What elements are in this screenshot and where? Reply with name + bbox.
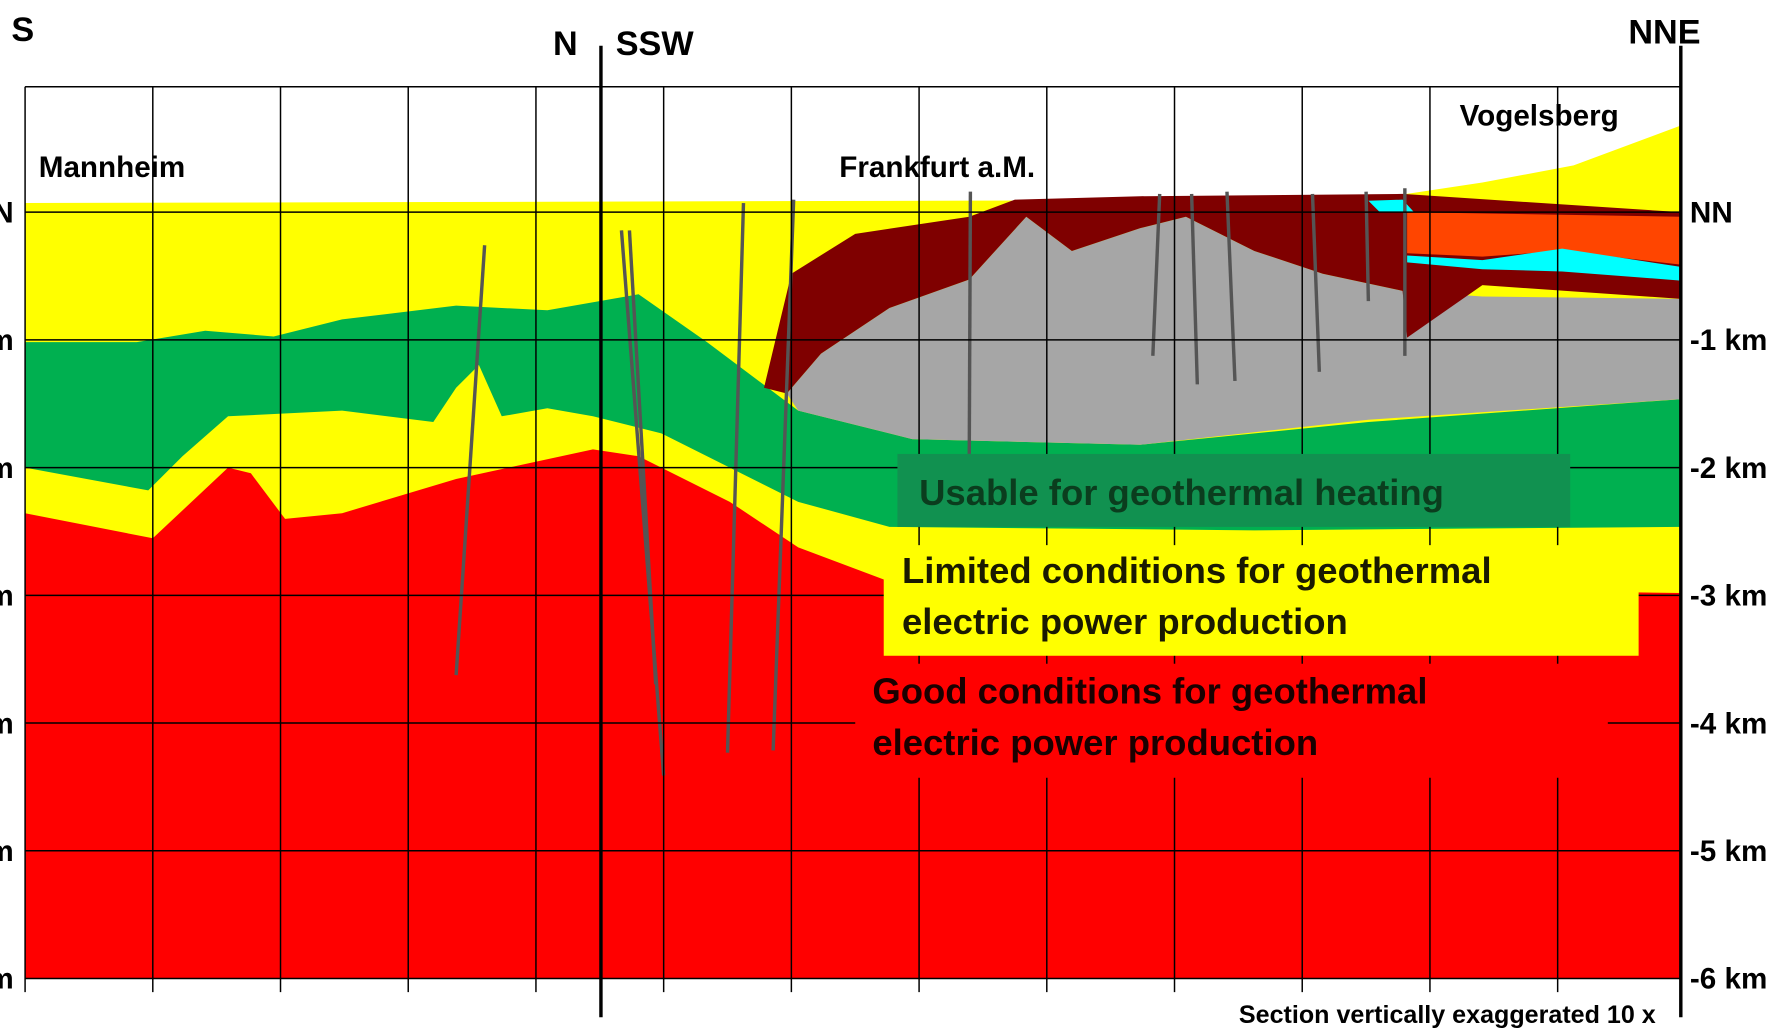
depth-label: -6 km — [1690, 963, 1767, 996]
zone-label: Usable for geothermal heating — [919, 472, 1444, 513]
depth-label: NN — [1690, 196, 1733, 229]
depth-label: -3 km — [1690, 580, 1767, 613]
depth-label: -2 km — [1690, 452, 1767, 485]
zone-label: electric power production — [902, 601, 1348, 642]
direction-label: NNE — [1628, 13, 1700, 51]
zone-label: electric power production — [872, 722, 1318, 763]
depth-label: NN — [0, 196, 14, 229]
cyan-layer — [1368, 199, 1414, 213]
depth-label: -1 km — [0, 324, 14, 357]
depth-label: -3 km — [0, 580, 14, 613]
direction-label: S — [11, 11, 34, 49]
depth-label: -5 km — [0, 835, 14, 868]
heating-box — [897, 453, 1571, 527]
zone-label: Good conditions for geothermal — [872, 671, 1427, 712]
good-box — [855, 663, 1608, 778]
cyan-layer — [1407, 248, 1681, 281]
limited-box — [883, 545, 1639, 656]
depth-label: -4 km — [0, 707, 14, 740]
place-label: Mannheim — [39, 151, 186, 184]
depth-label: -4 km — [1690, 707, 1767, 740]
depth-label: -1 km — [1690, 324, 1767, 357]
note: Section vertically exaggerated 10 x — [1239, 1001, 1656, 1029]
faults — [454, 188, 1407, 776]
depth-label: -6 km — [0, 963, 14, 996]
place-label: Frankfurt a.M. — [839, 151, 1035, 184]
place-label: Vogelsberg — [1460, 100, 1619, 133]
basement-layer — [25, 449, 1681, 979]
depth-label: -5 km — [1690, 835, 1767, 868]
depth-label: -2 km — [0, 452, 14, 485]
direction-label: N — [553, 25, 578, 63]
zone-label: Limited conditions for geothermal — [902, 550, 1492, 591]
direction-label: SSW — [616, 25, 695, 63]
orange-layer — [1407, 212, 1681, 265]
